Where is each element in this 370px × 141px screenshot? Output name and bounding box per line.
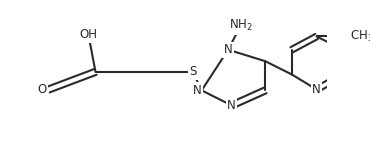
Text: N: N <box>193 84 202 97</box>
Text: OH: OH <box>80 28 97 41</box>
Text: N: N <box>227 99 236 112</box>
Text: N: N <box>224 43 232 56</box>
Text: O: O <box>38 83 47 96</box>
Text: S: S <box>189 65 196 78</box>
Text: N: N <box>312 83 321 96</box>
Text: NH$_2$: NH$_2$ <box>229 18 252 33</box>
Text: CH$_3$: CH$_3$ <box>350 29 370 44</box>
